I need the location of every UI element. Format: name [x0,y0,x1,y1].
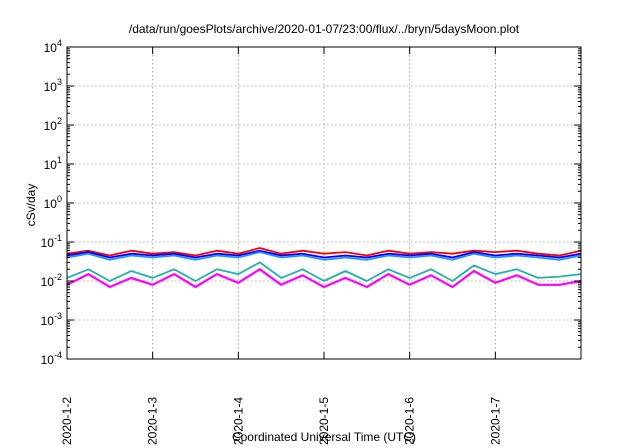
y-tick-label: 104 [44,38,62,55]
series-line-5 [66,268,582,289]
y-tick-label: 10-3 [41,311,62,328]
y-tick-label: 10-2 [41,272,62,289]
y-tick-labels: 10-4 10-3 10-2 10-1 100 101 102 103 104 [41,38,62,367]
series-line-4 [66,261,582,282]
x-tick-label: 2020-1-2 [60,397,74,445]
y-tick-label: 100 [44,194,62,211]
x-tick-label: 2020-1-4 [231,397,245,445]
series-group [66,247,582,289]
y-tick-label: 102 [44,116,62,133]
series-line-3 [66,251,582,261]
chart-title: /data/run/goesPlots/archive/2020-01-07/2… [129,22,520,36]
y-tick-label: 103 [44,77,62,94]
x-axis-label: Coordinated Universal Time (UTC) [232,430,416,444]
x-tick-label: 2020-1-3 [146,397,160,445]
axis-ticks [66,46,581,360]
series-line-2 [66,249,582,259]
y-tick-label: 10-1 [41,233,62,250]
x-tick-label: 2020-1-5 [317,397,331,445]
y-tick-label: 10-4 [41,350,62,367]
series-line-1 [66,247,582,257]
x-tick-labels: 2020-1-2 2020-1-3 2020-1-4 2020-1-5 2020-1-6… [60,397,502,445]
x-tick-label: 2020-1-7 [488,397,502,445]
y-tick-label: 101 [44,155,62,172]
x-tick-label: 2020-1-6 [403,397,417,445]
y-axis-label: cSv/day [24,184,38,227]
grid-lines [67,47,581,359]
